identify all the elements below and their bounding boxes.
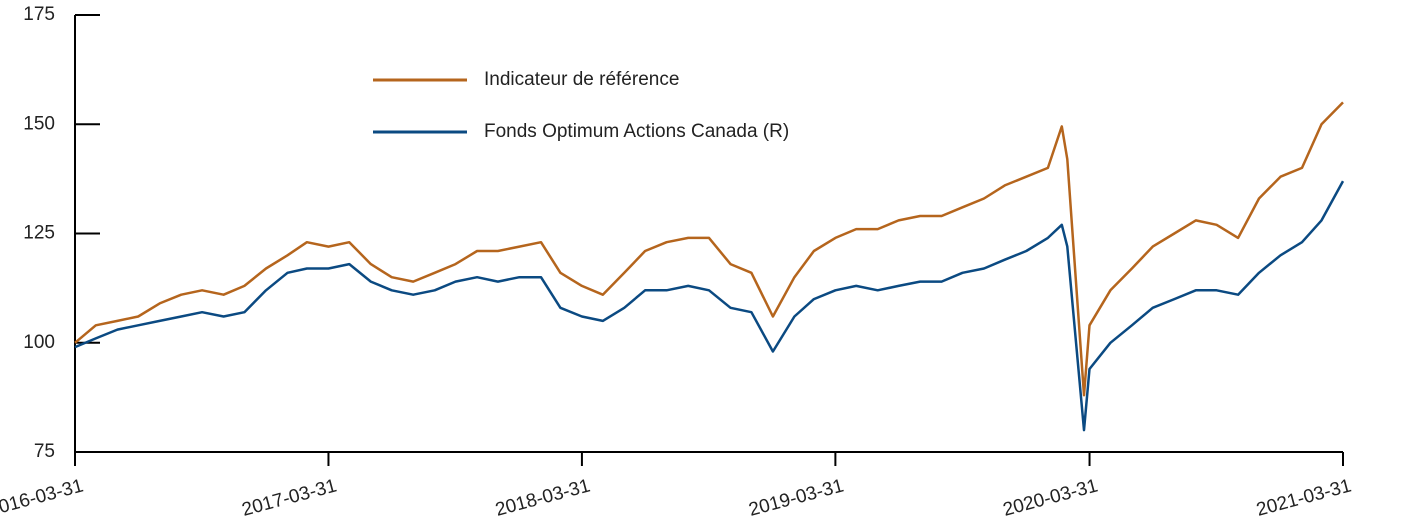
legend-label: Indicateur de référence: [484, 69, 679, 90]
y-tick-label: 150: [23, 113, 55, 134]
x-tick-label: 2021-03-31: [1254, 475, 1353, 520]
y-tick-label: 125: [23, 223, 55, 244]
x-tick-label: 2018-03-31: [493, 475, 592, 520]
x-tick-label: 2017-03-31: [240, 475, 339, 520]
y-tick-label: 75: [34, 441, 55, 462]
x-tick-label: 2016-03-31: [0, 475, 86, 520]
series-line: [74, 101, 1344, 397]
x-tick-label: 2020-03-31: [1001, 475, 1100, 520]
legend-label: Fonds Optimum Actions Canada (R): [484, 121, 789, 142]
y-tick-label: 175: [23, 4, 55, 25]
series-line: [74, 180, 1345, 432]
y-tick-label: 100: [23, 332, 55, 353]
x-tick-label: 2019-03-31: [747, 475, 846, 520]
